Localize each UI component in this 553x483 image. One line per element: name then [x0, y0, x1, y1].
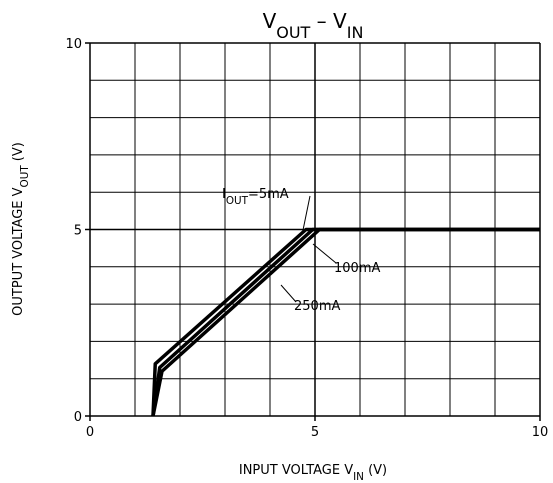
- text-part: –: [310, 9, 333, 33]
- text-part: 100mA: [334, 261, 380, 276]
- text-part: OUT: [276, 23, 310, 42]
- text-part: I: [222, 187, 226, 202]
- x-tick-label: 5: [311, 425, 319, 440]
- text-part: (V): [364, 463, 387, 478]
- annotation: 100mA: [334, 261, 380, 276]
- annotation: 250mA: [294, 299, 340, 314]
- y-axis-label: OUTPUT VOLTAGE VOUT (V): [11, 142, 31, 316]
- text-part: V: [333, 9, 347, 33]
- series-line: [151, 227, 540, 417]
- text-part: 250mA: [294, 299, 340, 314]
- x-tick-label: 10: [532, 425, 549, 440]
- leaders: [280, 195, 337, 303]
- series-line: [151, 227, 540, 417]
- text-part: OUT: [19, 165, 31, 188]
- y-tick-label: 5: [74, 224, 82, 239]
- annotation: IOUT=5mA: [222, 187, 289, 207]
- text-part: IN: [347, 23, 364, 42]
- text-part: INPUT VOLTAGE V: [239, 463, 353, 478]
- text-part: V: [263, 9, 277, 33]
- chart-title: VOUT – VIN: [263, 9, 364, 42]
- x-axis-label: INPUT VOLTAGE VIN (V): [239, 463, 387, 483]
- y-tick-label: 10: [65, 37, 82, 52]
- leader-line: [312, 243, 337, 264]
- x-tick-label: 0: [86, 425, 94, 440]
- leader-line: [280, 284, 297, 303]
- text-part: OUTPUT VOLTAGE V: [11, 187, 26, 315]
- text-part: =5mA: [248, 187, 289, 202]
- leader-line: [301, 195, 311, 236]
- text-part: OUT: [226, 195, 249, 207]
- y-tick-label: 0: [74, 410, 82, 425]
- text-part: (V): [11, 142, 26, 165]
- text-part: IN: [353, 471, 364, 483]
